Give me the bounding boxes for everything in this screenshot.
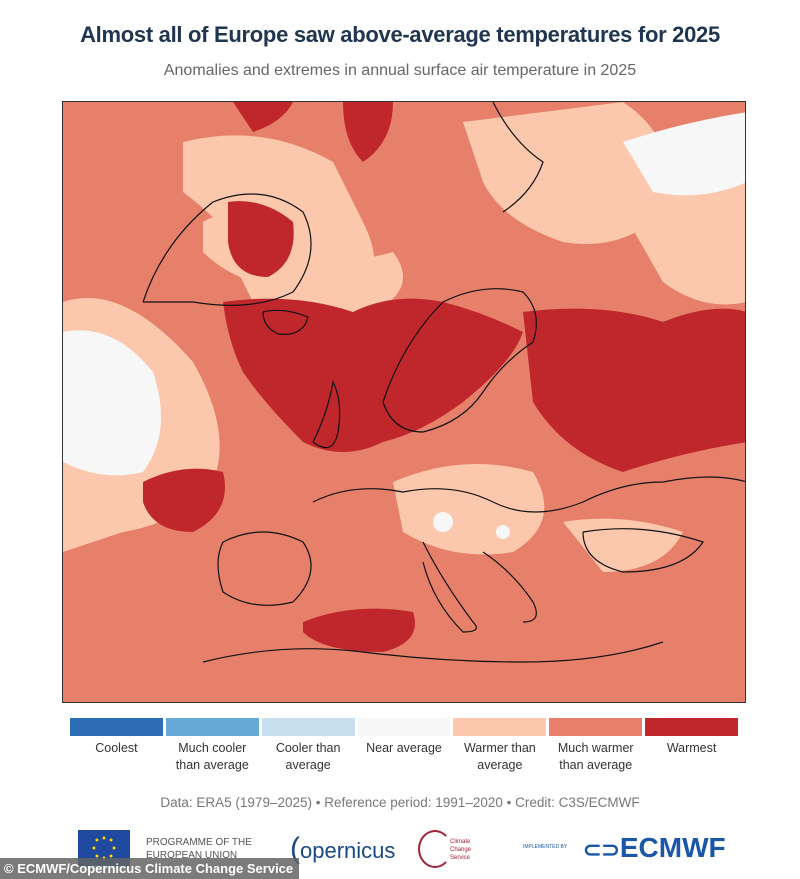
logos: PROGRAMME OF THE EUROPEAN UNION (opernic…	[78, 826, 738, 868]
legend-swatch	[357, 718, 451, 736]
legend-label: Coolest	[95, 741, 138, 755]
legend-item-near-average: Near average	[357, 718, 451, 774]
implemented-by-text: IMPLEMENTED BY	[523, 844, 568, 850]
legend-swatch	[261, 718, 355, 736]
legend-item-warmest: Warmest	[645, 718, 739, 774]
legend-item-much-warmer: Much warmer than average	[549, 718, 643, 774]
legend-swatch	[549, 718, 643, 736]
image-watermark: © ECMWF/Copernicus Climate Change Servic…	[0, 858, 300, 879]
copernicus-text: opernicus	[300, 838, 396, 863]
regions-near-average	[63, 112, 745, 539]
legend-swatch	[645, 718, 739, 736]
page-subtitle: Anomalies and extremes in annual surface…	[163, 62, 637, 79]
legend-label: Much cooler than average	[175, 741, 249, 772]
ccs-text: Climate Change Service	[450, 839, 472, 861]
copernicus-logo: (opernicus	[290, 832, 396, 865]
data-credit: Data: ERA5 (1979–2025) • Reference perio…	[160, 795, 640, 810]
ecmwf-logo: ⊂⊃ECMWF	[583, 832, 726, 863]
legend-label: Much warmer than average	[557, 741, 634, 772]
legend-item-coolest: Coolest	[70, 718, 163, 774]
legend-swatch	[165, 718, 259, 736]
legend-swatch	[70, 718, 163, 736]
legend-swatch	[453, 718, 547, 736]
page-title: Almost all of Europe saw above-average t…	[80, 22, 720, 47]
climate-change-service-logo	[418, 830, 452, 868]
legend-label: Warmer than average	[463, 741, 536, 772]
temperature-anomaly-map	[62, 101, 746, 703]
regions-warmest	[143, 102, 745, 652]
legend-item-much-cooler: Much cooler than average	[165, 718, 259, 774]
legend-item-cooler: Cooler than average	[261, 718, 355, 774]
legend: Coolest Much cooler than average Cooler …	[70, 718, 739, 774]
eu-programme-text: PROGRAMME OF THE EUROPEAN UNION	[146, 837, 252, 861]
ecmwf-text: ECMWF	[619, 832, 726, 863]
legend-label: Cooler than average	[275, 741, 341, 772]
legend-label: Near average	[366, 741, 442, 755]
legend-label: Warmest	[666, 741, 717, 755]
coastlines	[142, 102, 745, 663]
legend-item-warmer: Warmer than average	[453, 718, 547, 774]
